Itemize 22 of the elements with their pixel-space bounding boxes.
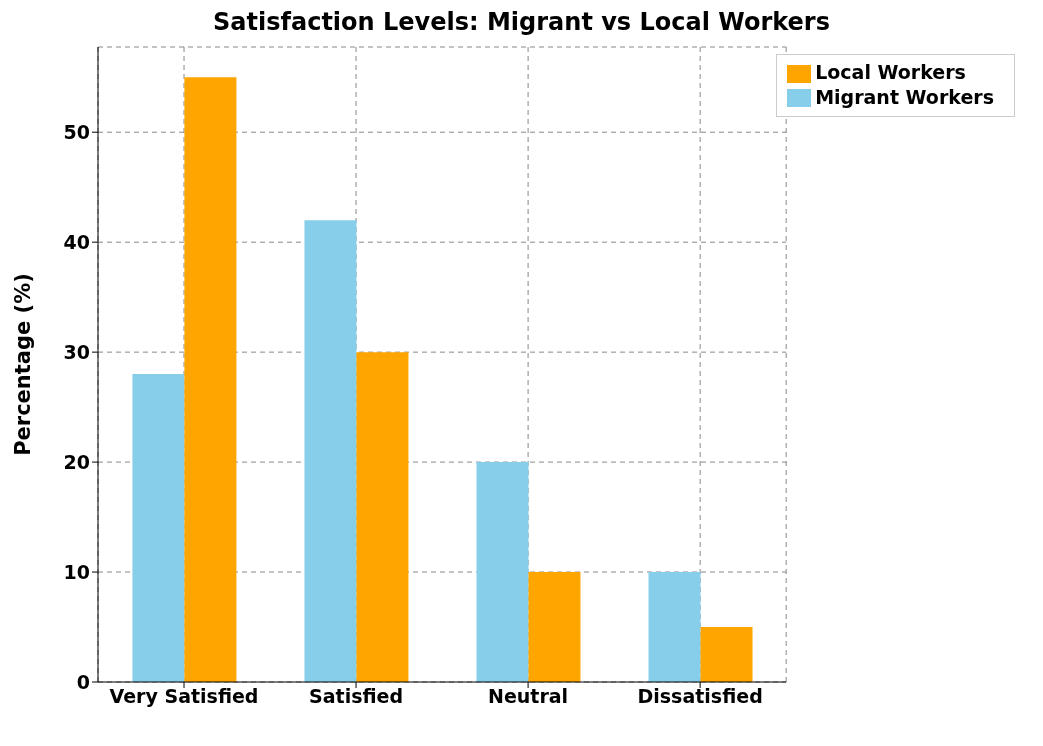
y-tick-label: 10 [63,560,90,583]
y-axis-title: Percentage (%) [11,273,36,456]
legend-label: Local Workers [815,61,966,83]
bar [184,77,237,682]
x-tick-label: Satisfied [309,685,404,708]
chart-title: Satisfaction Levels: Migrant vs Local Workers [212,8,831,38]
bar [476,462,529,682]
bar [700,627,753,682]
bar [528,572,581,682]
y-tick-label: 30 [63,340,90,363]
y-tick-label: 50 [63,120,90,143]
y-tick-label: 20 [63,450,90,473]
y-tick-label: 40 [63,230,90,253]
legend-label: Migrant Workers [815,85,994,108]
bar [132,374,185,682]
bar [648,572,701,682]
y-tick-label: 0 [76,670,90,693]
bar [304,220,357,682]
x-tick-label: Very Satisfied [109,685,259,708]
x-tick-label: Neutral [488,685,569,708]
x-tick-label: Dissatisfied [637,685,763,708]
bar [356,352,409,682]
